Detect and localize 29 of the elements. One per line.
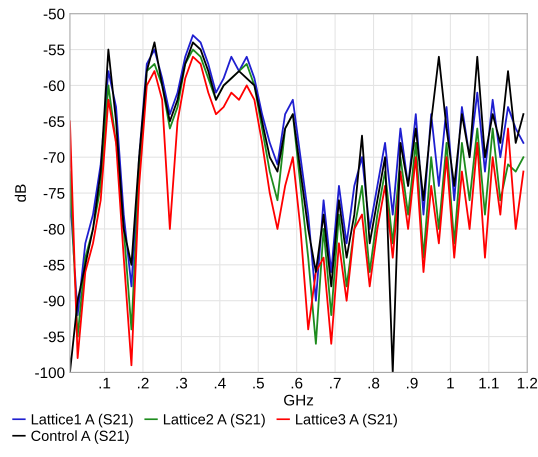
y-tick-label: -55 [44,44,64,56]
y-tick-label: -90 [44,296,64,306]
x-tick-label: .7 [330,378,341,388]
x-tick-label: .4 [214,378,226,388]
x-tick-label: 1 [447,378,454,388]
y-tick-label: -65 [44,116,64,128]
x-tick-label: .2 [138,378,149,388]
x-tick-label: 1.2 [518,378,538,388]
y-tick-label: -75 [44,188,64,199]
x-tick-label: .3 [176,378,188,389]
x-tick-label: .9 [406,378,418,389]
x-axis-title: GHz [284,394,314,406]
y-tick-label: -70 [44,152,64,163]
y-tick-label: -80 [44,224,64,235]
y-tick-label: -85 [44,260,64,271]
legend-label: Control A (S21) [31,430,129,444]
y-tick-label: -60 [44,80,64,92]
y-axis-title: dB [14,184,26,202]
legend-label: Lattice1 A (S21) [32,414,133,428]
x-tick-label: .5 [253,378,264,389]
x-tick-label: .6 [292,378,302,389]
x-tick-label: .8 [368,378,380,389]
y-tick-label: -50 [44,8,64,20]
x-tick-label: .1 [100,378,110,388]
y-tick-label: -100 [35,367,64,378]
legend-label: Lattice3 A (S21) [296,414,397,428]
y-tick-label: -95 [44,331,64,342]
legend-label: Lattice2 A (S21) [164,414,265,428]
x-tick-label: 1.1 [479,378,499,388]
